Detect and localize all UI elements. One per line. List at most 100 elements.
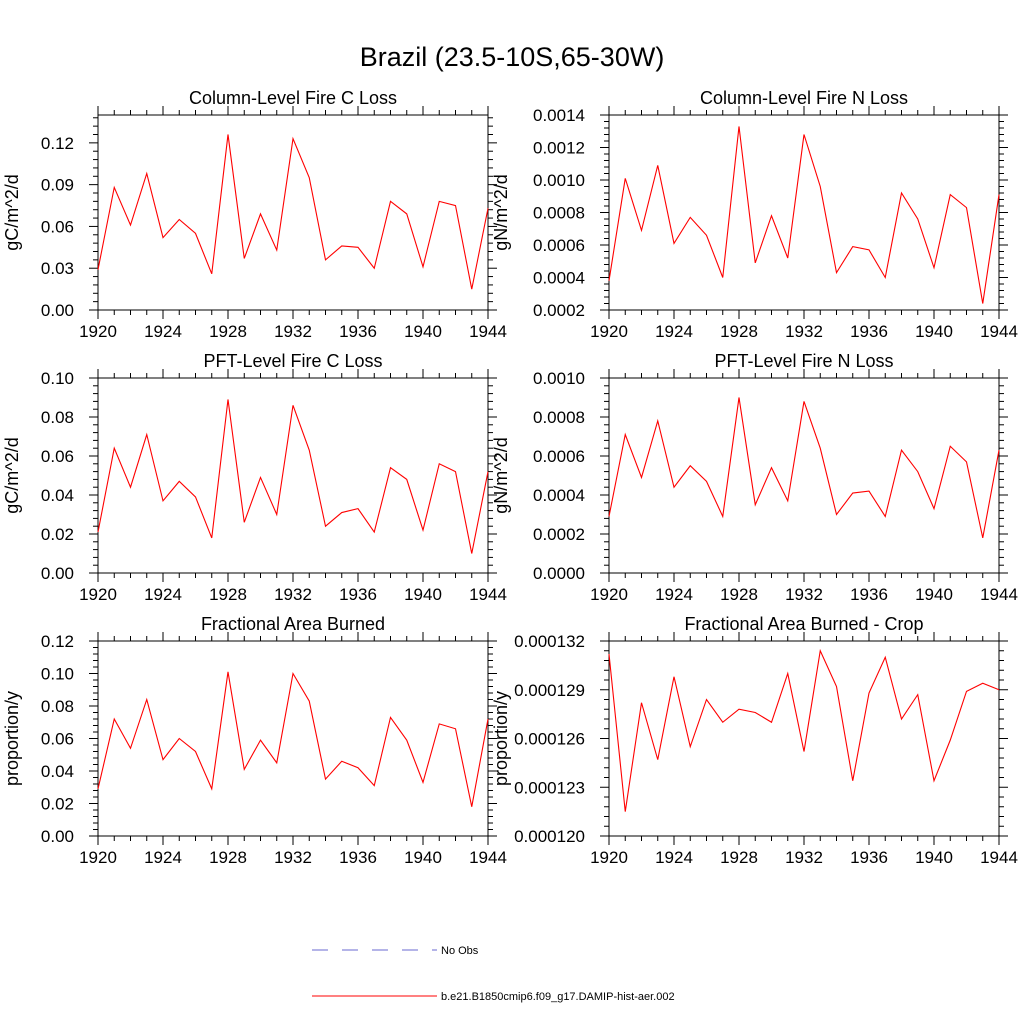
y-tick-label: 0.000123 xyxy=(514,778,585,797)
x-tick-label: 1944 xyxy=(980,585,1018,604)
x-tick-label: 1940 xyxy=(404,848,442,867)
x-tick-label: 1940 xyxy=(915,585,953,604)
x-tick-label: 1932 xyxy=(274,585,312,604)
y-tick-label: 0.12 xyxy=(41,134,74,153)
x-tick-label: 1920 xyxy=(79,848,117,867)
y-tick-label: 0.12 xyxy=(41,632,74,651)
x-tick-label: 1924 xyxy=(655,585,693,604)
x-tick-label: 1924 xyxy=(144,848,182,867)
y-tick-label: 0.06 xyxy=(41,730,74,749)
x-tick-label: 1932 xyxy=(274,322,312,341)
y-tick-label: 0.02 xyxy=(41,795,74,814)
y-tick-label: 0.0010 xyxy=(533,171,585,190)
chart-panel-2: 1920 1924 1928 1932 1936 1940 1944 0.0002 0.0004… xyxy=(491,88,1018,341)
y-tick-label: 0.08 xyxy=(41,408,74,427)
x-tick-label: 1936 xyxy=(850,585,888,604)
y-tick-label: 0.0006 xyxy=(533,447,585,466)
x-tick-label: 1940 xyxy=(404,585,442,604)
y-tick-label: 0.000132 xyxy=(514,632,585,651)
y-tick-label: 0.0012 xyxy=(533,139,585,158)
plot-frame xyxy=(97,640,489,837)
y-tick-label: 0.00 xyxy=(41,827,74,846)
series-line xyxy=(97,671,489,807)
y-axis-label: gN/m^2/d xyxy=(491,437,511,513)
x-tick-label: 1932 xyxy=(274,848,312,867)
x-tick-label: 1920 xyxy=(590,322,628,341)
y-tick-label: 0.03 xyxy=(41,259,74,278)
chart-panel-6: 1920 1924 1928 1932 1936 1940 1944 0.000120 0.00… xyxy=(491,614,1018,867)
panel-title: Fractional Area Burned - Crop xyxy=(684,614,923,634)
series-line xyxy=(608,126,1000,304)
figure-title: Brazil (23.5-10S,65-30W) xyxy=(360,42,665,72)
x-tick-label: 1944 xyxy=(469,848,507,867)
y-tick-label: 0.0008 xyxy=(533,204,585,223)
panel-title: Column-Level Fire N Loss xyxy=(700,88,908,108)
x-tick-label: 1944 xyxy=(469,585,507,604)
x-tick-label: 1928 xyxy=(209,322,247,341)
plot-frame xyxy=(608,640,1000,837)
y-tick-label: 0.04 xyxy=(41,762,74,781)
y-tick-label: 0.06 xyxy=(41,447,74,466)
series-line xyxy=(97,134,489,290)
y-tick-label: 0.0008 xyxy=(533,408,585,427)
legend: No Obs b.e21.B1850cmip6.f09_g17.DAMIP-his… xyxy=(312,945,675,1003)
y-tick-label: 0.00 xyxy=(41,301,74,320)
y-tick-label: 0.0006 xyxy=(533,236,585,255)
x-tick-label: 1928 xyxy=(720,322,758,341)
x-tick-label: 1936 xyxy=(339,585,377,604)
x-tick-label: 1928 xyxy=(209,848,247,867)
y-tick-label: 0.000126 xyxy=(514,730,585,749)
x-tick-label: 1936 xyxy=(850,848,888,867)
x-tick-label: 1924 xyxy=(144,322,182,341)
y-axis-label: proportion/y xyxy=(2,691,22,786)
x-tick-label: 1932 xyxy=(785,585,823,604)
x-tick-label: 1936 xyxy=(339,848,377,867)
x-tick-label: 1936 xyxy=(339,322,377,341)
y-axis-label: proportion/y xyxy=(491,691,511,786)
y-tick-label: 0.10 xyxy=(41,369,74,388)
y-tick-label: 0.000120 xyxy=(514,827,585,846)
x-tick-label: 1928 xyxy=(209,585,247,604)
x-tick-label: 1932 xyxy=(785,322,823,341)
chart-panel-1: 1920 1924 1928 1932 1936 1940 1944 0.00 0.03 0.06… xyxy=(2,88,507,341)
chart-panel-4: 1920 1924 1928 1932 1936 1940 1944 0.0000 0.0002… xyxy=(491,351,1018,604)
y-axis-label: gC/m^2/d xyxy=(2,174,22,250)
x-tick-label: 1928 xyxy=(720,848,758,867)
x-tick-label: 1920 xyxy=(590,585,628,604)
x-tick-label: 1924 xyxy=(655,322,693,341)
panel-title: PFT-Level Fire N Loss xyxy=(714,351,893,371)
y-tick-label: 0.0002 xyxy=(533,301,585,320)
panel-title: Fractional Area Burned xyxy=(201,614,385,634)
chart-panel-3: 1920 1924 1928 1932 1936 1940 1944 0.00 0.02 0.04… xyxy=(2,351,507,604)
y-tick-label: 0.0010 xyxy=(533,369,585,388)
y-tick-label: 0.0000 xyxy=(533,564,585,583)
x-tick-label: 1920 xyxy=(79,322,117,341)
series-line xyxy=(97,399,489,554)
legend-label-2: b.e21.B1850cmip6.f09_g17.DAMIP-hist-aer.… xyxy=(441,991,675,1003)
y-tick-label: 0.08 xyxy=(41,697,74,716)
y-tick-label: 0.00 xyxy=(41,564,74,583)
x-tick-label: 1944 xyxy=(980,322,1018,341)
y-axis-label: gN/m^2/d xyxy=(491,174,511,250)
x-tick-label: 1944 xyxy=(469,322,507,341)
legend-label-1: No Obs xyxy=(441,945,479,957)
chart-panels: 1920 1924 1928 1932 1936 1940 1944 0.00 0.03 0.06… xyxy=(2,88,1018,867)
x-tick-label: 1940 xyxy=(915,848,953,867)
y-tick-label: 0.06 xyxy=(41,217,74,236)
y-tick-label: 0.0002 xyxy=(533,525,585,544)
series-line xyxy=(608,648,1000,812)
y-tick-label: 0.09 xyxy=(41,176,74,195)
y-tick-label: 0.0014 xyxy=(533,106,585,125)
x-tick-label: 1924 xyxy=(655,848,693,867)
y-tick-label: 0.000129 xyxy=(514,681,585,700)
panel-title: Column-Level Fire C Loss xyxy=(189,88,397,108)
plot-frame xyxy=(608,377,1000,574)
panel-title: PFT-Level Fire C Loss xyxy=(203,351,382,371)
x-tick-label: 1932 xyxy=(785,848,823,867)
y-axis-label: gC/m^2/d xyxy=(2,437,22,513)
x-tick-label: 1944 xyxy=(980,848,1018,867)
x-tick-label: 1920 xyxy=(590,848,628,867)
x-tick-label: 1940 xyxy=(915,322,953,341)
y-tick-label: 0.0004 xyxy=(533,486,585,505)
x-tick-label: 1936 xyxy=(850,322,888,341)
